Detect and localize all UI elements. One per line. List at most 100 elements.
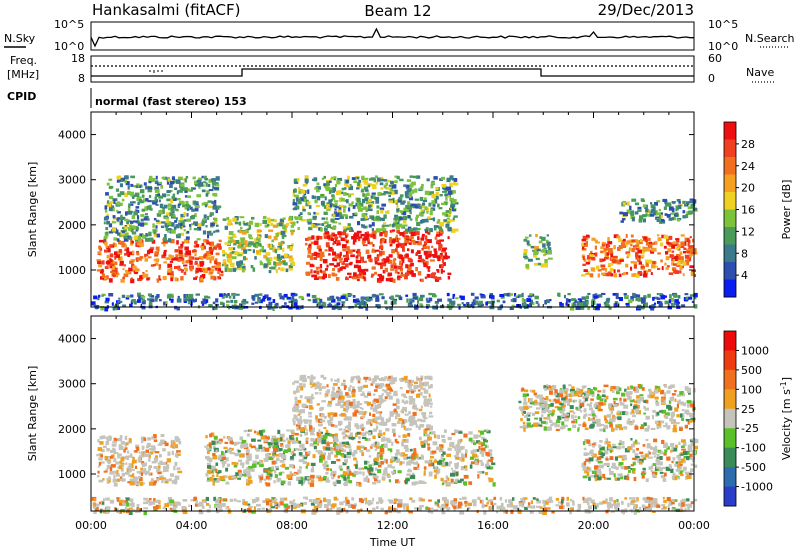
colorbar-swatch: [724, 447, 736, 468]
colorbar-tick-label: 16: [741, 204, 755, 217]
freq-trace: [91, 68, 694, 77]
colorbar-swatch: [724, 244, 736, 263]
colorbar-swatch: [724, 428, 736, 449]
power-cells: [91, 175, 699, 312]
freq-label-line1: Freq.: [10, 54, 37, 67]
noise-tick-bottom-right: 10^0: [708, 40, 738, 53]
colorbar-swatch: [724, 331, 736, 351]
power-band: [304, 229, 452, 283]
xtick-label: 08:00: [276, 519, 308, 532]
freq-tick-top: 18: [71, 52, 85, 65]
nave-tick-top: 60: [708, 52, 722, 65]
colorbar-tick-label: -100: [741, 442, 766, 455]
nave-tick-bottom: 0: [708, 72, 715, 85]
velocity-colorbar: 1000 500 100 25 -25 -100 -500 -1000 Velocity [m …: [723, 330, 793, 507]
velocity-ytick-label: 4000: [58, 333, 86, 346]
cpid-label: CPID: [7, 90, 36, 103]
xtick-label: 00:00: [678, 519, 710, 532]
velocity-ytick-label: 1000: [58, 468, 86, 481]
power-band: [91, 292, 698, 312]
colorbar-swatch: [724, 486, 736, 507]
colorbar-tick-label: -1000: [741, 481, 773, 494]
power-panel: 1000 2000 3000 4000 Slant Range [km]: [26, 111, 699, 312]
colorbar-swatch: [724, 389, 736, 410]
freq-tick-bottom: 8: [78, 72, 85, 85]
colorbar-swatch: [724, 209, 736, 228]
power-band: [103, 175, 222, 243]
noise-tick-top-left: 10^5: [54, 18, 84, 31]
power-band: [581, 234, 698, 278]
power-ytick-label: 3000: [58, 174, 86, 187]
colorbar-swatch: [724, 157, 736, 175]
colorbar-tick-label: 8: [741, 247, 748, 260]
colorbar-swatch: [724, 369, 736, 390]
velocity-cells: [91, 374, 699, 516]
xlabel: Time UT: [369, 536, 415, 549]
colorbar-swatch: [724, 122, 736, 140]
colorbar-swatch: [724, 279, 736, 298]
noise-tick-top-right: 10^5: [708, 18, 738, 31]
xtick-label: 20:00: [578, 519, 610, 532]
xtick-label: 16:00: [477, 519, 509, 532]
velocity-band: [91, 496, 698, 516]
cpid-text: normal (fast stereo) 153: [95, 95, 247, 108]
colorbar-tick-label: -500: [741, 461, 766, 474]
colorbar-swatch: [724, 174, 736, 193]
noise-trace: [90, 27, 694, 48]
xtick-label: 12:00: [377, 519, 409, 532]
colorbar-tick-label: 4: [741, 269, 748, 282]
date-title: 29/Dec/2013: [598, 1, 694, 19]
freq-panel: [90, 55, 695, 83]
colorbar-label: Velocity [m s-1]: [779, 377, 793, 460]
power-ytick-label: 2000: [58, 219, 86, 232]
colorbar-swatch: [724, 262, 736, 280]
velocity-band: [581, 438, 699, 483]
colorbar-tick-label: 1000: [741, 344, 769, 357]
power-band: [619, 198, 699, 224]
power-band: [292, 175, 459, 233]
xtick-label: 04:00: [176, 519, 208, 532]
colorbar-swatch: [724, 350, 736, 371]
colorbar-tick-label: 20: [741, 182, 755, 195]
colorbar-swatch: [724, 192, 736, 210]
beam-title: Beam 12: [364, 2, 431, 20]
station-title: Hankasalmi (fitACF): [92, 1, 240, 19]
colorbar-swatch: [724, 227, 736, 245]
colorbar-swatch: [724, 467, 736, 488]
power-ylabel: Slant Range [km]: [26, 162, 39, 258]
power-colorbar: 28 24 20 16 12 8 4 Power [dB]: [723, 121, 793, 298]
velocity-band: [204, 429, 496, 487]
velocity-band: [96, 434, 183, 487]
velocity-ytick-label: 2000: [58, 423, 86, 436]
velocity-panel: 1000 2000 3000 4000 Slant Range [km]: [26, 315, 699, 516]
nsearch-label: N.Search: [745, 32, 795, 45]
noise-tick-bottom-left: 10^0: [54, 40, 84, 53]
colorbar-frame: [723, 330, 737, 507]
colorbar-tick-label: 24: [741, 160, 755, 173]
power-band: [221, 215, 296, 274]
nave-label: Nave: [746, 66, 774, 79]
power-band: [96, 238, 224, 284]
colorbar-label: Power [dB]: [780, 180, 793, 240]
velocity-ylabel: Slant Range [km]: [26, 366, 39, 462]
colorbar-tick-label: 100: [741, 383, 762, 396]
colorbar-tick-label: 12: [741, 225, 755, 238]
nsky-label: N.Sky: [4, 32, 36, 45]
freq-spikes: [149, 70, 163, 73]
xtick-label: 00:00: [75, 519, 107, 532]
colorbar-tick-label: 25: [741, 403, 755, 416]
noise-panel: [90, 21, 695, 51]
velocity-band: [518, 384, 696, 433]
power-ytick-label: 1000: [58, 264, 86, 277]
colorbar-tick-label: 500: [741, 364, 762, 377]
power-ytick-label: 4000: [58, 129, 86, 142]
colorbar-tick-label: -25: [741, 422, 759, 435]
colorbar-swatch: [724, 139, 736, 158]
colorbar-swatch: [724, 408, 736, 429]
colorbar-tick-label: 28: [741, 138, 755, 151]
power-band: [523, 234, 553, 270]
velocity-band: [292, 374, 434, 434]
time-axis: 00:00 04:00 08:00 12:00 16:00 20:00 00:00 Time …: [75, 519, 710, 549]
freq-label-line2: [MHz]: [7, 68, 39, 81]
